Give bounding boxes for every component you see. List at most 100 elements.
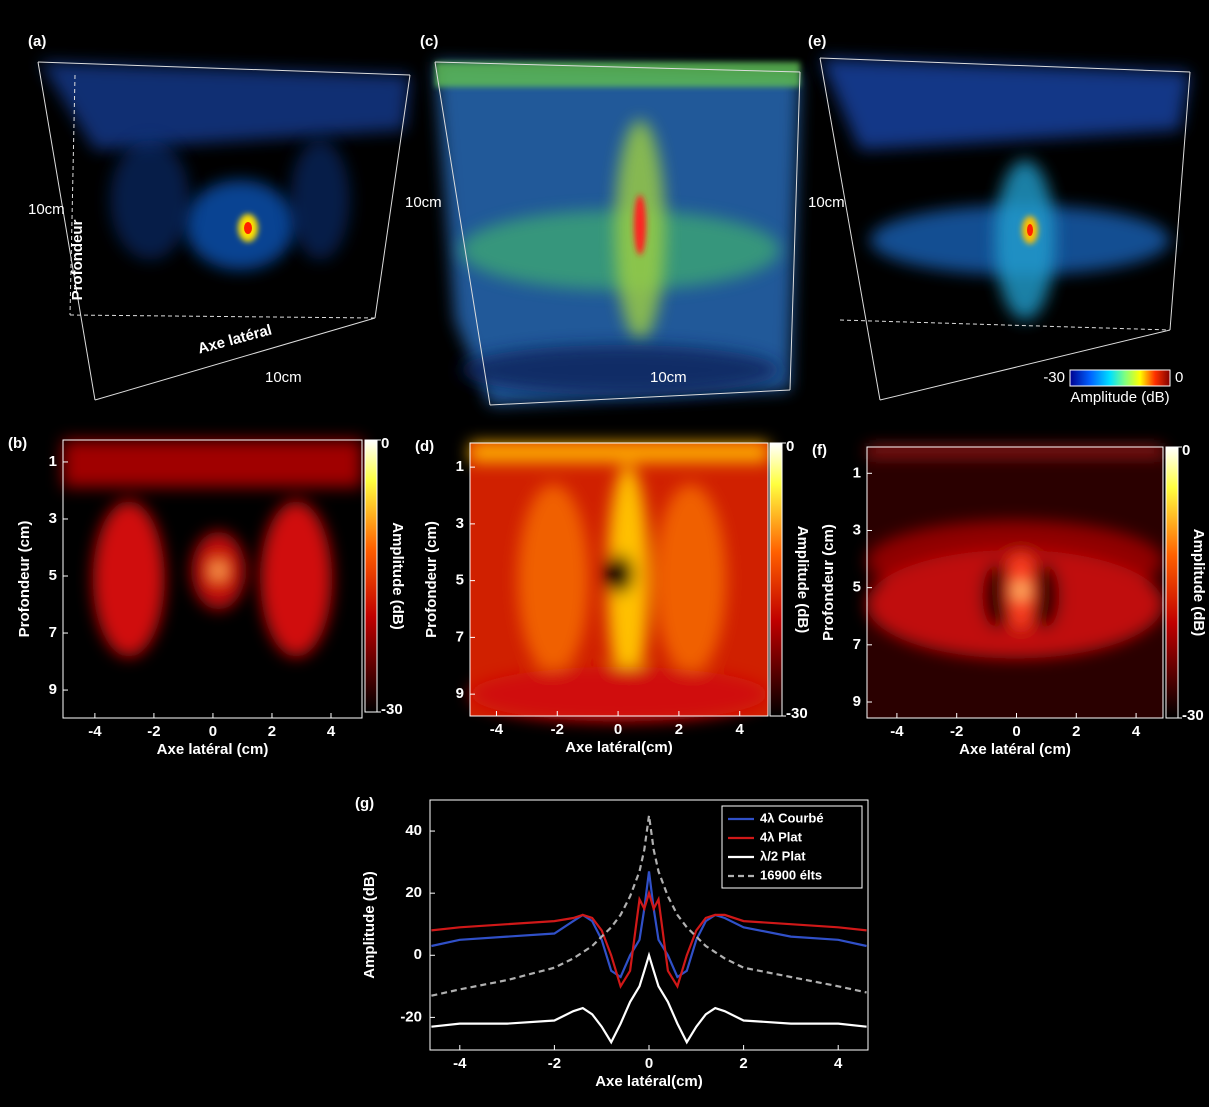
lateral-size: 10cm <box>265 369 302 386</box>
lateral-size: 10cm <box>650 369 687 386</box>
axes-frame <box>469 442 769 717</box>
colorbar <box>769 442 783 717</box>
x-tick-label: -4 <box>88 723 102 740</box>
y-tick-label: 7 <box>49 624 57 641</box>
x-tick-label: 2 <box>1072 723 1080 740</box>
x-tick-label: 0 <box>209 723 217 740</box>
panel-label: (c) <box>420 33 438 50</box>
colorbar-tick-label: -30 <box>1182 707 1204 724</box>
x-tick-label: 4 <box>1132 723 1141 740</box>
x-axis-label: Axe latéral (cm) <box>959 741 1071 758</box>
y-tick-label: 20 <box>405 884 422 901</box>
heatmap-field <box>470 443 768 722</box>
field <box>654 483 727 676</box>
field <box>1029 563 1060 629</box>
x-tick-label: 2 <box>675 721 683 738</box>
colorbar-tick-label: -30 <box>381 701 403 718</box>
y-tick-label: 7 <box>853 636 861 653</box>
legend-label: 4λ Courbé <box>760 810 824 825</box>
depth-size: 10cm <box>808 194 845 211</box>
depth-axis: Profondeur <box>69 219 86 300</box>
lateral-axis: Axe latéral <box>196 321 274 357</box>
x-tick-label: 0 <box>1012 723 1020 740</box>
field <box>604 554 634 594</box>
heatmap-field <box>867 447 1163 659</box>
colorbar <box>1165 446 1179 719</box>
panel-label: (d) <box>415 438 434 455</box>
y-axis-label: Profondeur (cm) <box>423 521 440 638</box>
legend-label: 4λ Plat <box>760 829 803 844</box>
series-line <box>431 815 867 997</box>
panel-label: (f) <box>812 442 827 459</box>
x-axis-label: Axe latéral (cm) <box>157 741 269 758</box>
colorbar-label: Amplitude (dB) <box>389 522 406 629</box>
series-line <box>431 951 867 1045</box>
x-tick-label: 4 <box>736 721 745 738</box>
field <box>92 501 165 657</box>
volume-a <box>37 61 411 401</box>
colorbar-min: -30 <box>1043 369 1065 386</box>
y-tick-label: 40 <box>405 822 422 839</box>
x-tick-label: 4 <box>834 1055 843 1072</box>
colorbar-tick-label: 0 <box>786 438 794 455</box>
volume-e <box>819 57 1191 401</box>
depth-size: 10cm <box>405 194 442 211</box>
y-tick-label: 9 <box>456 685 464 702</box>
y-tick-label: 5 <box>853 579 861 596</box>
x-tick-label: 2 <box>268 723 276 740</box>
legend-label: λ/2 Plat <box>760 848 806 863</box>
field <box>470 666 768 722</box>
x-tick-label: -2 <box>950 723 963 740</box>
field <box>867 447 1163 456</box>
y-tick-label: 1 <box>853 464 861 481</box>
field <box>63 440 362 488</box>
y-tick-label: 5 <box>456 572 464 589</box>
y-tick-label: 3 <box>456 515 464 532</box>
colorbar-max: 0 <box>1175 369 1183 386</box>
field <box>214 565 223 577</box>
heatmap <box>63 440 362 718</box>
series-line <box>431 889 867 989</box>
field <box>982 563 1013 629</box>
y-axis-label: Profondeur (cm) <box>820 524 837 641</box>
colorbar-tick-label: 0 <box>381 435 389 452</box>
colorbar <box>1069 369 1171 387</box>
field <box>470 443 768 463</box>
x-tick-label: -2 <box>147 723 160 740</box>
field <box>1016 582 1026 599</box>
colorbar-title: Amplitude (dB) <box>1070 389 1169 406</box>
x-tick-label: 2 <box>739 1055 747 1072</box>
y-tick-label: 7 <box>456 628 464 645</box>
y-tick-label: 3 <box>49 510 57 527</box>
y-tick-label: 5 <box>49 567 57 584</box>
colorbar <box>364 439 378 713</box>
x-tick-label: -4 <box>490 721 504 738</box>
y-axis-label: Amplitude (dB) <box>361 871 378 978</box>
colorbar-tick-label: -30 <box>786 705 808 722</box>
field <box>260 501 333 657</box>
panel-label: (b) <box>8 435 27 452</box>
x-tick-label: 4 <box>327 723 336 740</box>
x-tick-label: 0 <box>645 1055 653 1072</box>
panel-label: (g) <box>355 795 374 812</box>
volume-c <box>434 61 801 406</box>
y-axis-label: Profondeur (cm) <box>16 521 33 638</box>
x-axis-label: Axe latéral(cm) <box>565 739 673 756</box>
x-tick-label: -4 <box>453 1055 467 1072</box>
y-tick-label: 9 <box>853 693 861 710</box>
heatmap-field <box>63 440 362 657</box>
x-tick-label: 0 <box>614 721 622 738</box>
y-tick-label: 1 <box>49 453 57 470</box>
x-tick-label: -4 <box>890 723 904 740</box>
y-tick-label: -20 <box>400 1008 422 1025</box>
depth-size: 10cm <box>28 201 65 218</box>
x-tick-label: -2 <box>551 721 564 738</box>
axes-frame <box>866 446 1164 719</box>
series-line <box>431 871 867 979</box>
x-tick-label: -2 <box>548 1055 561 1072</box>
y-tick-label: 9 <box>49 681 57 698</box>
y-tick-label: 1 <box>456 458 464 475</box>
colorbar-label: Amplitude (dB) <box>1190 529 1207 636</box>
y-tick-label: 3 <box>853 521 861 538</box>
